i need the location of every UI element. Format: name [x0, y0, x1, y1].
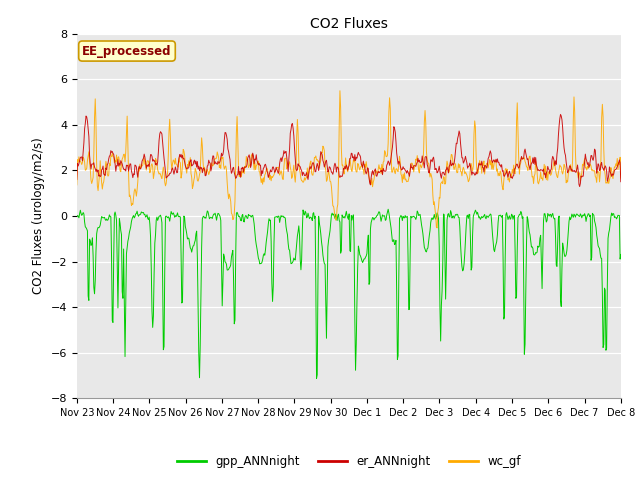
Y-axis label: CO2 Fluxes (urology/m2/s): CO2 Fluxes (urology/m2/s): [32, 138, 45, 294]
Text: EE_processed: EE_processed: [82, 45, 172, 58]
Legend: gpp_ANNnight, er_ANNnight, wc_gf: gpp_ANNnight, er_ANNnight, wc_gf: [172, 450, 526, 473]
Title: CO2 Fluxes: CO2 Fluxes: [310, 17, 388, 31]
